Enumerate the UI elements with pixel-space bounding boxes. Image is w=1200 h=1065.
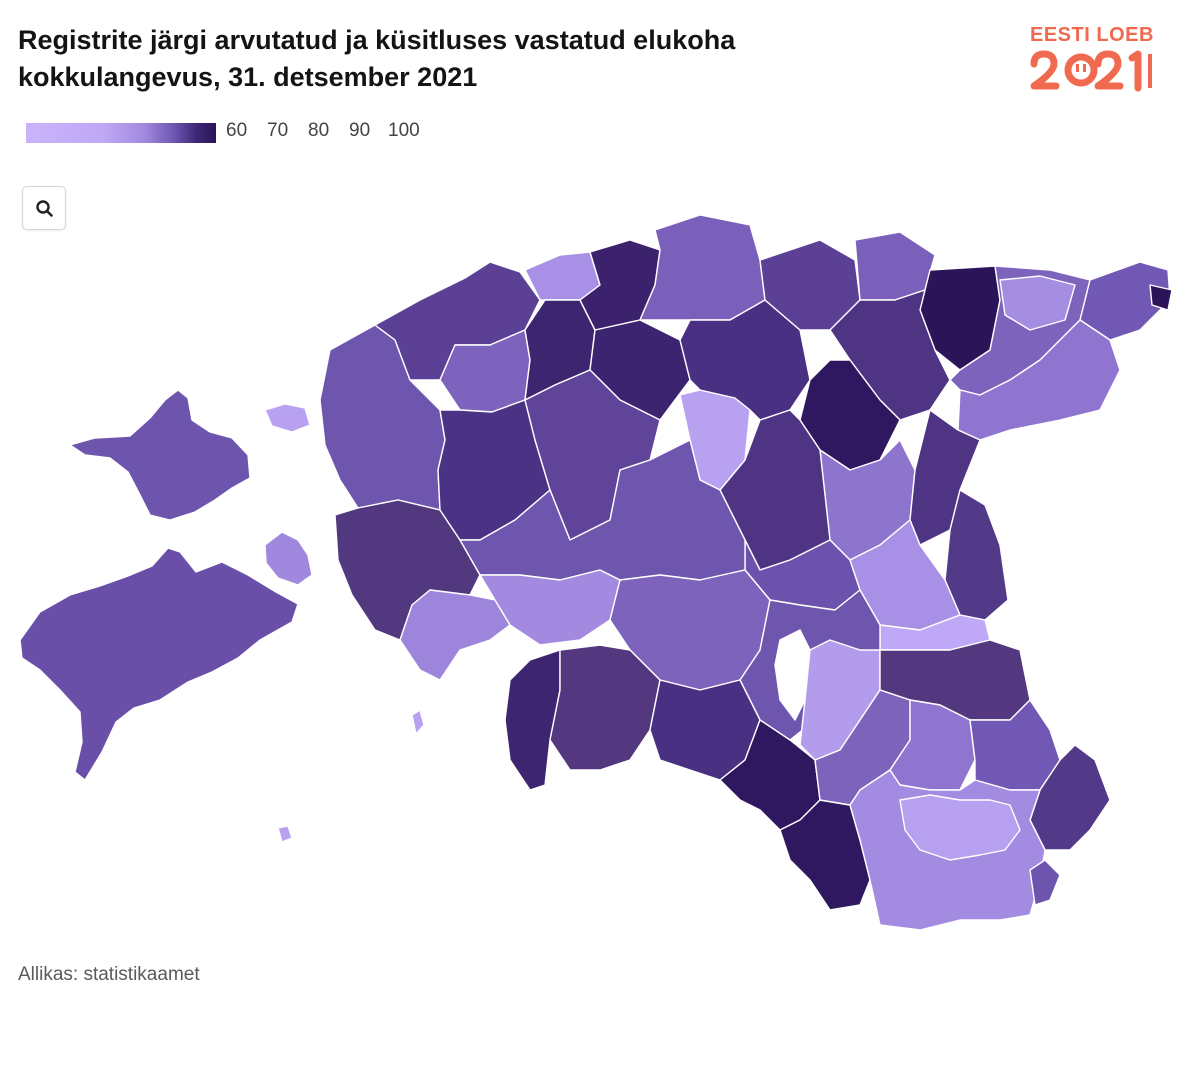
legend-tick: 100: [388, 120, 420, 141]
region-johvi[interactable]: [999, 275, 1076, 331]
region-saaremaa[interactable]: [19, 547, 299, 781]
region-kuusalu[interactable]: [639, 214, 766, 321]
logo-year-graphic: [1030, 50, 1152, 92]
region-vinni[interactable]: [829, 289, 951, 421]
source-note: Allikas: statistikaamet: [18, 964, 200, 985]
region-ruhnu[interactable]: [277, 825, 293, 843]
region-alutaguse[interactable]: [957, 319, 1121, 441]
region-haademeeste[interactable]: [504, 649, 561, 791]
eesti-loeb-logo: EESTI LOEB: [1028, 24, 1154, 94]
legend-ticks: 60 70 80 90 100: [226, 120, 436, 146]
region-narva-city[interactable]: [1149, 284, 1173, 311]
legend-gradient: [26, 123, 216, 143]
region-muhu[interactable]: [264, 531, 313, 586]
estonia-choropleth-map: [19, 214, 1173, 931]
region-rakvere[interactable]: [854, 231, 936, 301]
region-vormsi[interactable]: [264, 403, 311, 433]
logo-text: EESTI LOEB: [1030, 24, 1154, 46]
lake-vortsjarv: [774, 629, 811, 721]
legend-tick: 60: [226, 120, 248, 141]
legend-tick: 70: [267, 120, 289, 141]
region-saarde[interactable]: [549, 644, 661, 771]
legend-tick: 90: [349, 120, 371, 141]
chart-title: Registrite järgi arvutatud ja küsitluses…: [18, 25, 736, 92]
region-parnu[interactable]: [399, 589, 511, 681]
zoom-button[interactable]: [22, 186, 66, 230]
search-icon: [36, 200, 53, 217]
region-kihnu[interactable]: [411, 709, 425, 735]
region-tori[interactable]: [479, 569, 621, 646]
region-roupe[interactable]: [899, 794, 1021, 861]
legend-tick: 80: [308, 120, 330, 141]
region-misso[interactable]: [1029, 859, 1061, 906]
region-hiiumaa[interactable]: [69, 389, 251, 521]
